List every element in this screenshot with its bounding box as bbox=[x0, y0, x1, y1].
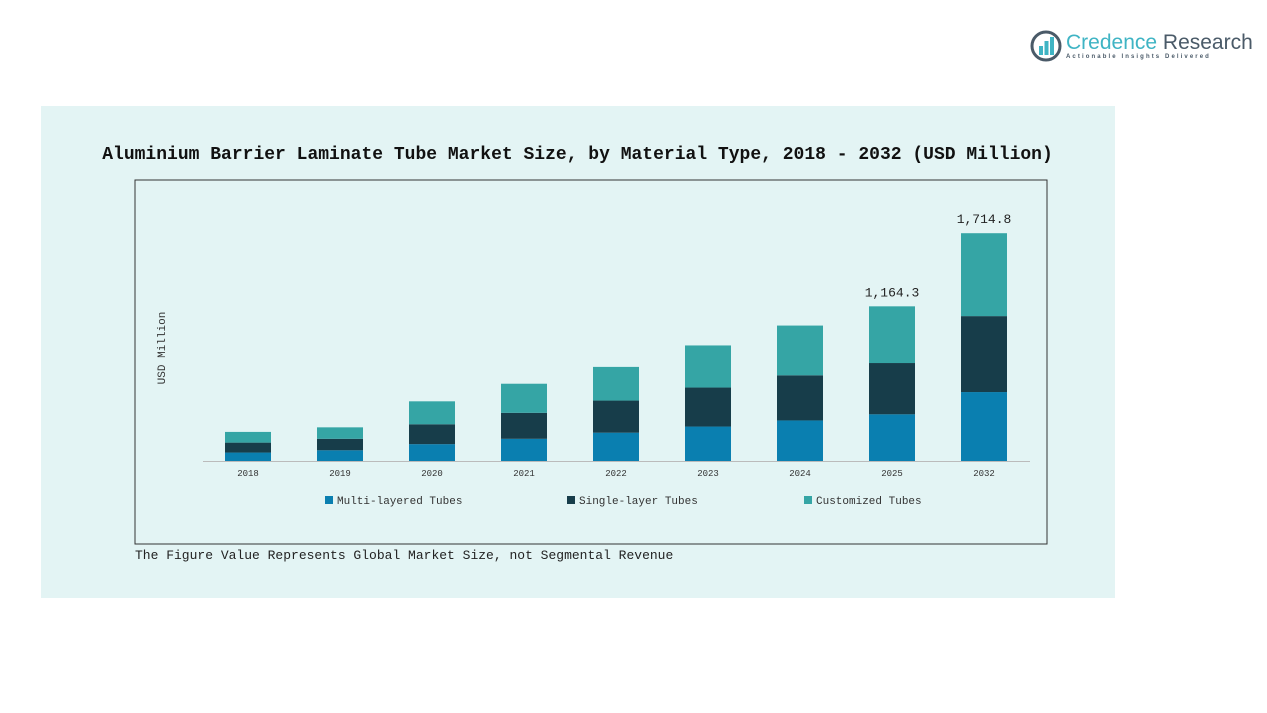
footnote: The Figure Value Represents Global Marke… bbox=[135, 548, 674, 563]
bar-2020-multi-layered-tubes bbox=[409, 444, 455, 461]
x-tick-label: 2019 bbox=[329, 469, 351, 479]
legend-label: Customized Tubes bbox=[816, 496, 922, 508]
bar-2024-multi-layered-tubes bbox=[777, 420, 823, 461]
bar-2022-multi-layered-tubes bbox=[593, 432, 639, 461]
data-label-2032: 1,714.8 bbox=[957, 212, 1012, 227]
bar-2020-customized-tubes bbox=[409, 401, 455, 425]
bar-2022-single-layer-tubes bbox=[593, 400, 639, 433]
x-tick-label: 2022 bbox=[605, 469, 627, 479]
bar-2025-customized-tubes bbox=[869, 306, 915, 364]
x-tick-label: 2032 bbox=[973, 469, 995, 479]
logo-tagline: Actionable Insights Delivered bbox=[1066, 54, 1211, 60]
legend-swatch bbox=[325, 496, 333, 504]
credence-research-logo: Credence Research Actionable Insights De… bbox=[1030, 30, 1253, 62]
x-tick-label: 2018 bbox=[237, 469, 259, 479]
bar-2019-single-layer-tubes bbox=[317, 438, 363, 451]
chart-title: Aluminium Barrier Laminate Tube Market S… bbox=[102, 145, 1053, 165]
x-tick-label: 2020 bbox=[421, 469, 443, 479]
bar-2021-multi-layered-tubes bbox=[501, 438, 547, 461]
bar-2025-single-layer-tubes bbox=[869, 363, 915, 415]
bar-2032-customized-tubes bbox=[961, 233, 1007, 317]
chart-panel bbox=[41, 106, 1115, 598]
bar-2023-customized-tubes bbox=[685, 345, 731, 388]
bar-2021-customized-tubes bbox=[501, 383, 547, 413]
x-tick-label: 2025 bbox=[881, 469, 903, 479]
x-tick-label: 2024 bbox=[789, 469, 811, 479]
bar-2020-single-layer-tubes bbox=[409, 424, 455, 445]
bar-2024-single-layer-tubes bbox=[777, 375, 823, 421]
data-label-2025: 1,164.3 bbox=[865, 285, 920, 300]
bar-chart-circle-icon bbox=[1030, 30, 1062, 62]
logo-name-2: Research bbox=[1157, 31, 1253, 54]
x-tick-label: 2023 bbox=[697, 469, 719, 479]
bar-2032-single-layer-tubes bbox=[961, 316, 1007, 393]
bar-2025-multi-layered-tubes bbox=[869, 414, 915, 461]
legend-label: Multi-layered Tubes bbox=[337, 496, 462, 508]
bar-2019-customized-tubes bbox=[317, 427, 363, 439]
y-axis-label: USD Million bbox=[157, 312, 169, 385]
bar-2018-single-layer-tubes bbox=[225, 442, 271, 453]
bar-2022-customized-tubes bbox=[593, 366, 639, 401]
bar-2021-single-layer-tubes bbox=[501, 412, 547, 439]
legend-label: Single-layer Tubes bbox=[579, 496, 698, 508]
bar-2024-customized-tubes bbox=[777, 325, 823, 376]
legend-swatch bbox=[804, 496, 812, 504]
plot-frame bbox=[134, 179, 1048, 545]
bar-2018-customized-tubes bbox=[225, 431, 271, 443]
x-tick-label: 2021 bbox=[513, 469, 535, 479]
bar-2023-multi-layered-tubes bbox=[685, 426, 731, 461]
bar-2019-multi-layered-tubes bbox=[317, 450, 363, 461]
legend-swatch bbox=[567, 496, 575, 504]
bar-2023-single-layer-tubes bbox=[685, 387, 731, 427]
logo-name-1: Credence bbox=[1066, 31, 1158, 54]
bar-2018-multi-layered-tubes bbox=[225, 452, 271, 461]
bar-2032-multi-layered-tubes bbox=[961, 392, 1007, 461]
